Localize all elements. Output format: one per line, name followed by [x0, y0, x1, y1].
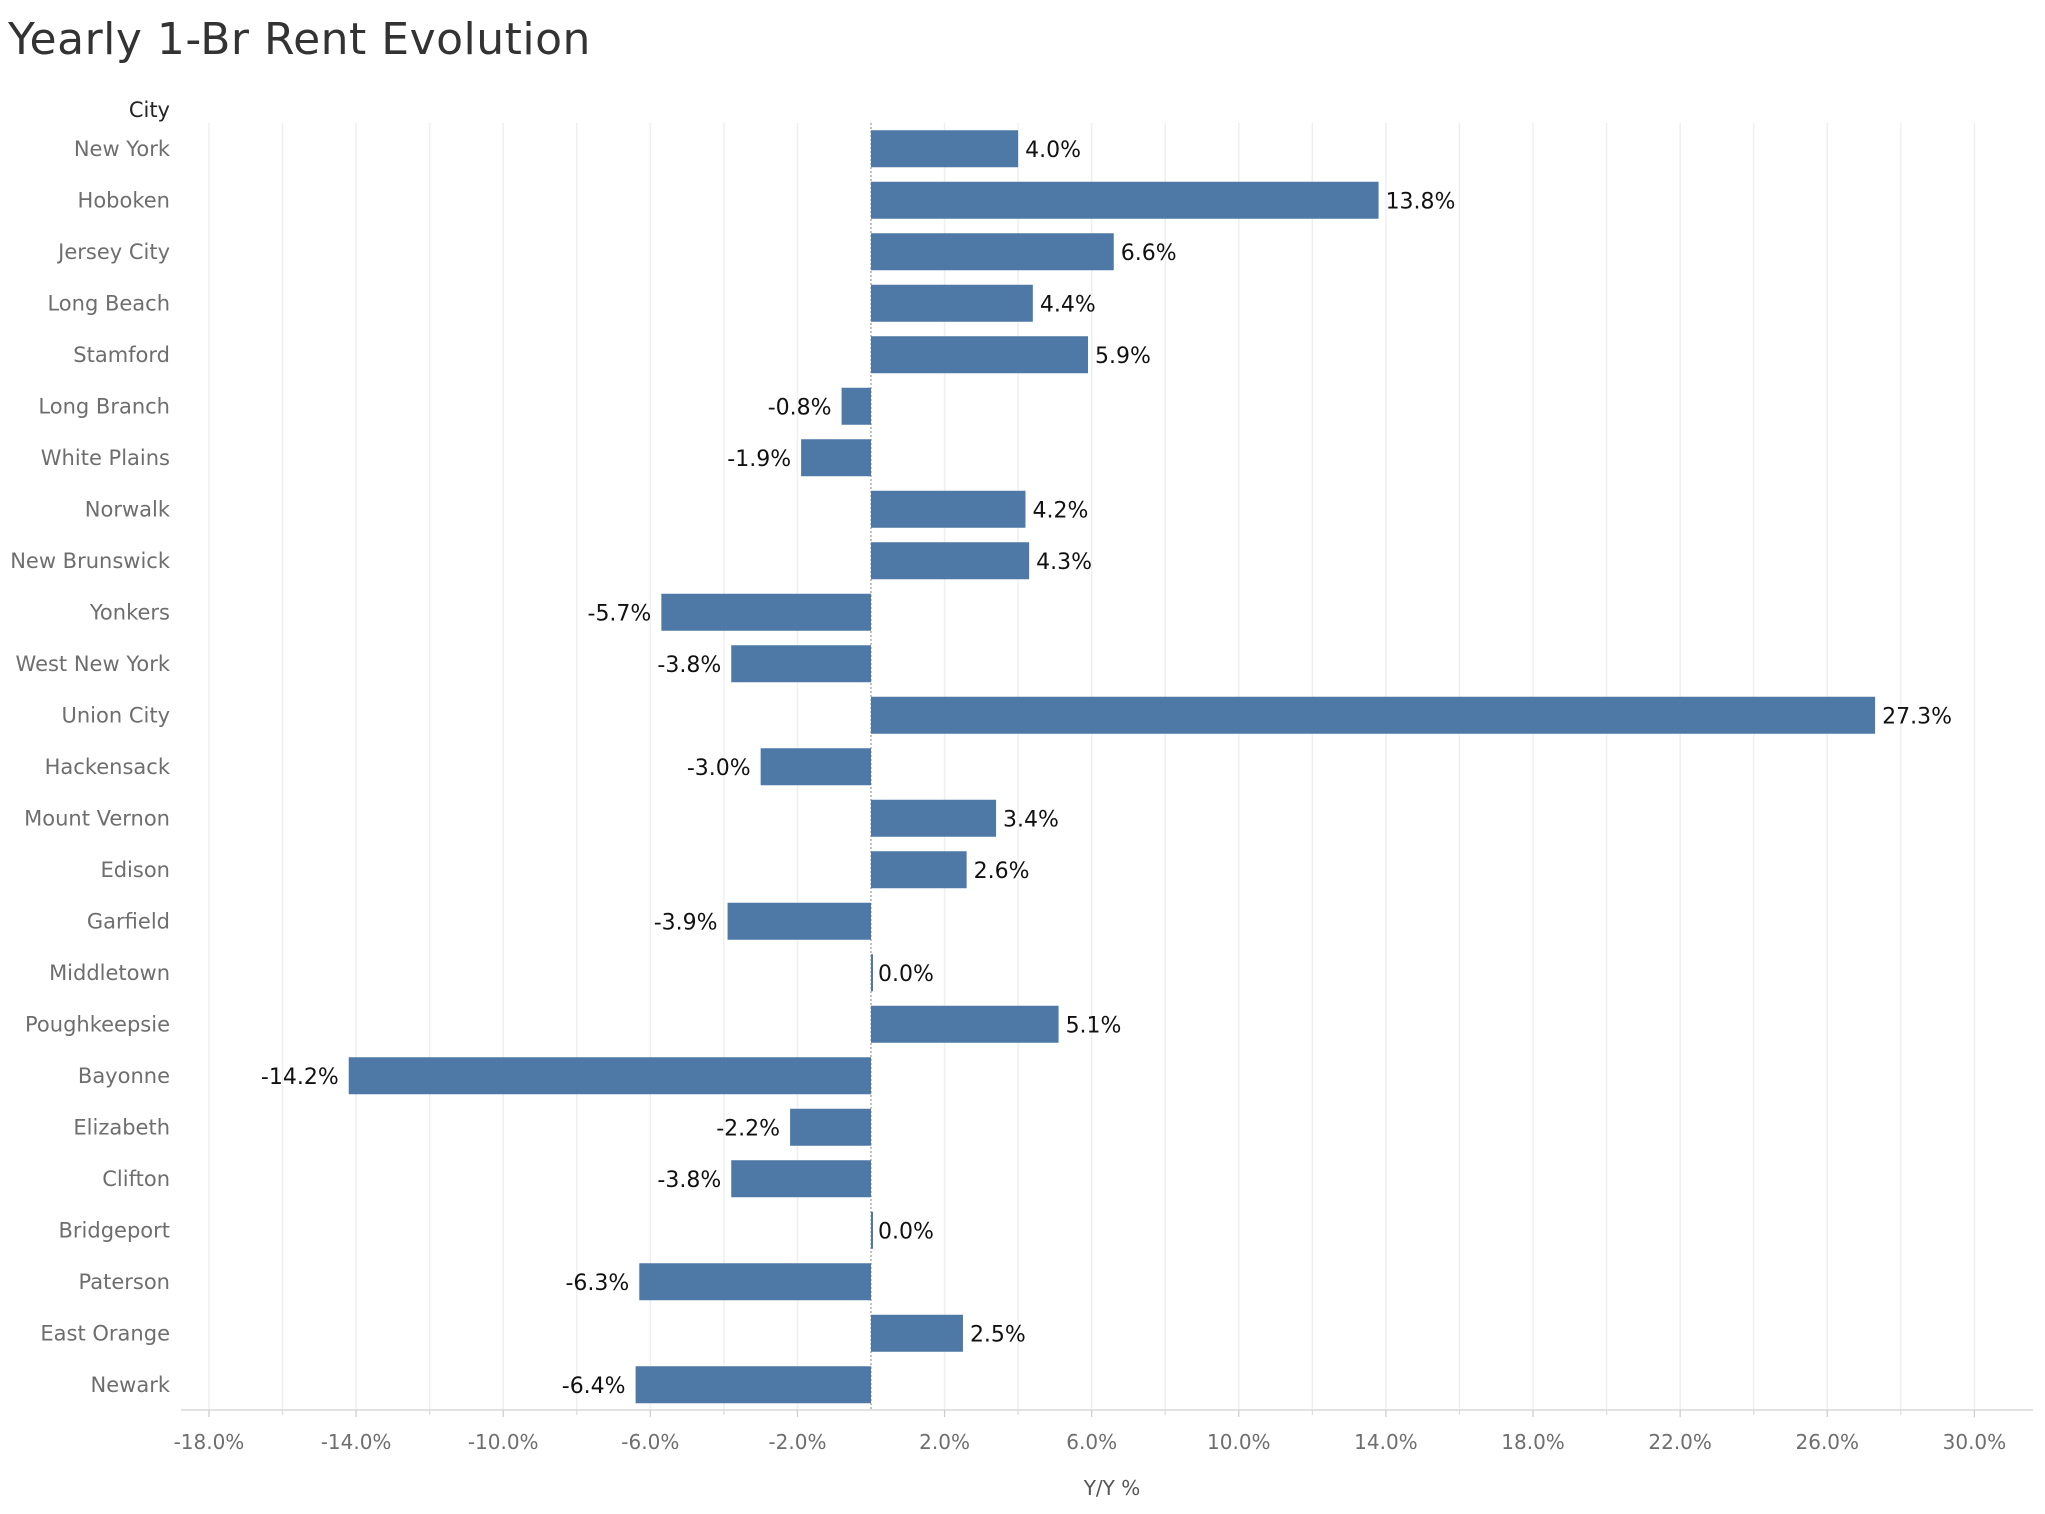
data-label: 5.1%	[1066, 1013, 1122, 1038]
category-label: Clifton	[102, 1167, 170, 1191]
x-tick-label: 6.0%	[1066, 1430, 1117, 1454]
data-label: 13.8%	[1386, 189, 1456, 214]
category-label: East Orange	[40, 1321, 170, 1345]
data-label: 4.3%	[1036, 550, 1092, 575]
x-tick-label: -2.0%	[768, 1430, 826, 1454]
category-label: Poughkeepsie	[25, 1012, 170, 1036]
bar	[871, 542, 1030, 580]
bar	[871, 1211, 873, 1249]
category-label: Elizabeth	[73, 1115, 170, 1139]
category-label: Mount Vernon	[24, 806, 170, 830]
bar	[639, 1263, 871, 1301]
category-label: West New York	[16, 652, 171, 676]
category-label: Bayonne	[78, 1064, 170, 1088]
data-label: -5.7%	[588, 601, 652, 626]
data-label: 4.0%	[1025, 138, 1081, 163]
bar	[841, 387, 871, 425]
data-label: -6.3%	[565, 1271, 629, 1296]
x-tick-label: -18.0%	[174, 1430, 245, 1454]
bar	[348, 1057, 871, 1095]
bars-layer	[348, 130, 1876, 1404]
data-label: -2.2%	[716, 1116, 780, 1141]
data-label: 4.4%	[1040, 292, 1096, 317]
data-label: 3.4%	[1003, 807, 1059, 832]
data-label: -3.0%	[687, 756, 751, 781]
data-label: 2.5%	[970, 1322, 1026, 1347]
data-label: -3.8%	[657, 1168, 721, 1193]
x-tick-label: -10.0%	[468, 1430, 539, 1454]
category-label: Garfield	[87, 909, 170, 933]
data-label: 4.2%	[1032, 498, 1088, 523]
grid-layer	[208, 123, 1976, 1410]
data-label: -1.9%	[727, 447, 791, 472]
data-label: 27.3%	[1882, 704, 1952, 729]
bar	[871, 1005, 1059, 1043]
x-tick-label: 30.0%	[1943, 1430, 2007, 1454]
category-label: Edison	[100, 858, 170, 882]
bar	[731, 645, 871, 683]
x-tick-label: 18.0%	[1501, 1430, 1565, 1454]
data-label: -6.4%	[562, 1374, 626, 1399]
data-label: -3.8%	[657, 653, 721, 678]
data-label: 5.9%	[1095, 344, 1151, 369]
category-label: Yonkers	[89, 600, 170, 624]
bar	[871, 284, 1033, 322]
bar	[871, 181, 1379, 219]
category-label: Long Branch	[38, 394, 170, 418]
category-label: Union City	[61, 703, 170, 727]
category-label: Long Beach	[47, 291, 170, 315]
data-label: -14.2%	[261, 1065, 339, 1090]
category-label: Jersey City	[56, 240, 170, 264]
x-tick-label: -14.0%	[321, 1430, 392, 1454]
axis-layer: -18.0% -14.0% -10.0% -6.0% -2.0% 2.0% 6.0% 10.0…	[174, 1409, 2033, 1500]
category-label: Hoboken	[78, 188, 170, 212]
bar	[727, 902, 871, 940]
data-label: -0.8%	[768, 395, 832, 420]
category-label: White Plains	[41, 446, 170, 470]
category-label: New Brunswick	[10, 549, 171, 573]
x-axis-title: Y/Y %	[1083, 1476, 1141, 1500]
category-label: Paterson	[79, 1270, 170, 1294]
category-label: Hackensack	[45, 755, 171, 779]
chart-title: Yearly 1-Br Rent Evolution	[8, 14, 591, 65]
bar	[731, 1160, 871, 1198]
bar	[635, 1366, 871, 1404]
bar	[871, 799, 997, 837]
bar	[871, 954, 873, 992]
category-label: Middletown	[49, 961, 170, 985]
data-label: 6.6%	[1121, 241, 1177, 266]
x-tick-label: 22.0%	[1648, 1430, 1712, 1454]
bar	[661, 593, 871, 631]
bar	[871, 851, 967, 889]
bar	[801, 439, 871, 477]
category-label: New York	[74, 137, 171, 161]
category-label: Norwalk	[85, 497, 171, 521]
x-tick-label: 14.0%	[1354, 1430, 1418, 1454]
x-tick-label: 2.0%	[919, 1430, 970, 1454]
bar	[871, 696, 1876, 734]
data-label: 2.6%	[974, 859, 1030, 884]
labels-layer: City New York 4.0% Hoboken 13.8% Jersey City 6…	[10, 98, 1952, 1399]
bar	[760, 748, 871, 786]
x-tick-label: 26.0%	[1796, 1430, 1860, 1454]
bar	[871, 233, 1114, 271]
bar	[871, 1314, 963, 1352]
x-tick-label: -6.0%	[621, 1430, 679, 1454]
bar	[871, 130, 1019, 168]
category-label: Newark	[91, 1373, 171, 1397]
row-header: City	[129, 98, 170, 122]
data-label: -3.9%	[654, 910, 718, 935]
data-label: 0.0%	[878, 962, 934, 987]
x-tick-label: 10.0%	[1207, 1430, 1271, 1454]
category-label: Bridgeport	[58, 1218, 170, 1242]
data-label: 0.0%	[878, 1219, 934, 1244]
bar	[871, 336, 1089, 374]
bar	[790, 1108, 871, 1146]
category-label: Stamford	[73, 343, 170, 367]
bar	[871, 490, 1026, 528]
